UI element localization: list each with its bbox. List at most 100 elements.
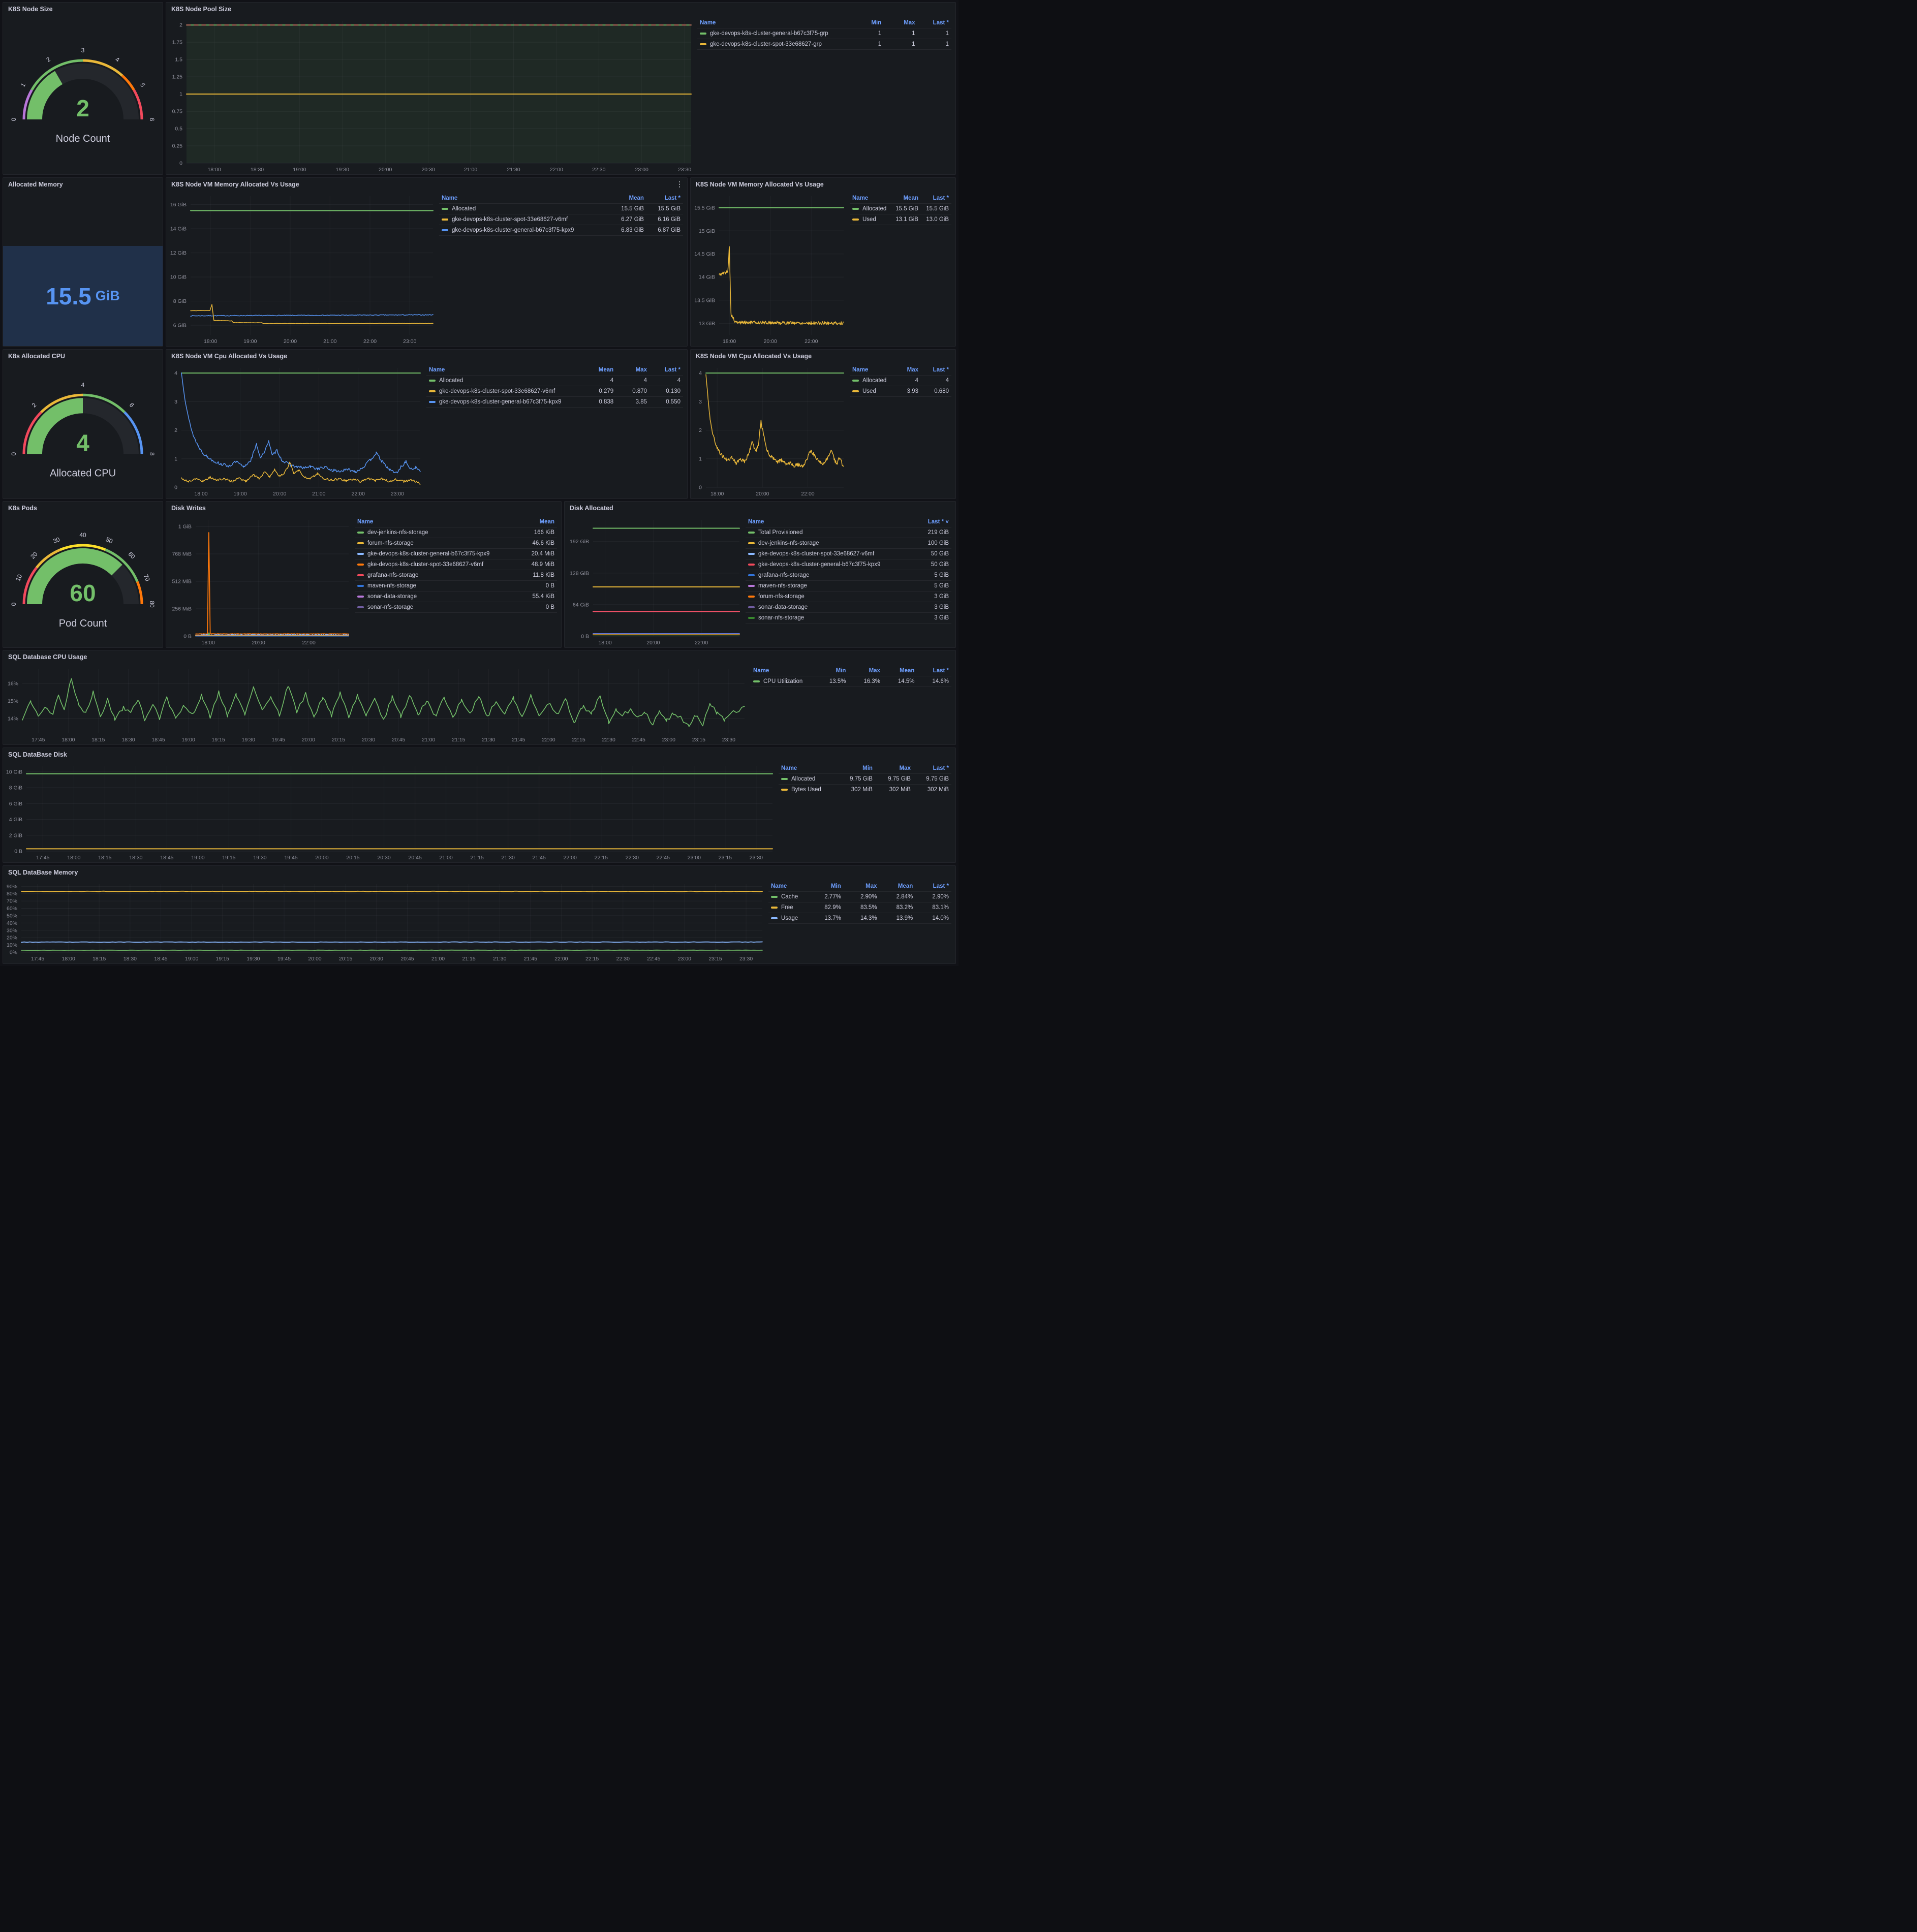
legend-column-last[interactable]: Last *: [917, 18, 951, 28]
memory-time-series-plot[interactable]: 18:00 19:00 20:00 21:00 22:00 23:00 6 GiB 8 GiB…: [166, 192, 438, 346]
legend-column-name[interactable]: Name: [426, 365, 583, 376]
legend-column-mean[interactable]: Mean: [582, 365, 616, 376]
legend-column-name[interactable]: Name: [697, 18, 850, 28]
legend-column-max[interactable]: Max: [875, 763, 913, 774]
legend-column-name[interactable]: Name: [850, 365, 890, 376]
legend-series-name[interactable]: Total Provisioned: [746, 527, 915, 538]
legend-series-name[interactable]: sonar-data-storage: [355, 591, 521, 602]
legend-column-last[interactable]: Last *: [920, 365, 951, 376]
legend-column-min[interactable]: Min: [814, 666, 849, 676]
legend-series-name[interactable]: gke-devops-k8s-cluster-spot-33e68627-grp: [697, 39, 850, 50]
panel-header[interactable]: K8S Node Size: [3, 3, 163, 17]
legend-value: 82.9%: [808, 902, 844, 913]
legend-series-name[interactable]: Used: [850, 386, 890, 397]
legend-series-name[interactable]: Usage: [768, 913, 808, 924]
legend-series-name[interactable]: forum-nfs-storage: [746, 591, 915, 602]
panel-header[interactable]: K8S Node VM Cpu Allocated Vs Usage: [691, 350, 955, 364]
legend-series-name[interactable]: dev-jenkins-nfs-storage: [355, 527, 521, 538]
legend-series-name[interactable]: gke-devops-k8s-cluster-spot-33e68627-v6m…: [746, 548, 915, 559]
legend-column-max[interactable]: Max: [616, 365, 650, 376]
panel-header[interactable]: K8S Node VM Memory Allocated Vs Usage: [691, 178, 955, 192]
legend-series-name[interactable]: Allocated: [439, 203, 610, 214]
legend-column-last[interactable]: Last *: [920, 193, 951, 204]
legend-series-name[interactable]: grafana-nfs-storage: [746, 570, 915, 581]
legend-series-name[interactable]: dev-jenkins-nfs-storage: [746, 538, 915, 549]
panel-header[interactable]: K8S Node Pool Size: [166, 3, 955, 17]
legend-series-name[interactable]: gke-devops-k8s-cluster-spot-33e68627-v6m…: [439, 214, 610, 225]
legend-series-name[interactable]: Bytes Used: [779, 784, 837, 795]
legend-series-name[interactable]: Allocated: [426, 375, 583, 386]
legend-column-name[interactable]: Name: [751, 666, 814, 676]
panel-header[interactable]: Disk Allocated: [565, 502, 955, 516]
legend-column-last[interactable]: Last *: [915, 881, 951, 892]
panel-header[interactable]: SQL DataBase Disk: [3, 748, 955, 762]
panel-header[interactable]: Disk Writes: [166, 502, 561, 516]
cpu-used-time-series-plot[interactable]: 18:00 20:00 22:00 0 1 2 3 4: [691, 364, 849, 498]
legend-series-name[interactable]: forum-nfs-storage: [355, 538, 521, 549]
legend-series-name[interactable]: gke-devops-k8s-cluster-general-b67c3f75-…: [355, 548, 521, 559]
panel-header[interactable]: K8S Node VM Memory Allocated Vs Usage ⋮: [166, 178, 687, 192]
legend-column-min[interactable]: Min: [850, 18, 884, 28]
legend-column-last[interactable]: Last * ˅: [915, 517, 951, 527]
sql-cpu-time-series-plot[interactable]: 17:45 18:00 18:15 18:30 18:45 19:00 19:15 19:30…: [3, 665, 750, 744]
legend-column-max[interactable]: Max: [843, 881, 880, 892]
panel-sql-database-memory: SQL DataBase Memory 17:45 18:00 18:15 18:30…: [3, 865, 956, 964]
sql-memory-time-series-plot[interactable]: 17:45 18:00 18:15 18:30 18:45 19:00 19:15 19:30…: [3, 880, 767, 963]
svg-text:21:30: 21:30: [502, 855, 515, 861]
legend-series-name[interactable]: gke-devops-k8s-cluster-general-b67c3f75-…: [697, 28, 850, 39]
cpu-time-series-plot[interactable]: 18:00 19:00 20:00 21:00 22:00 23:00 0 1 2 3 4: [166, 364, 425, 498]
legend-series-name[interactable]: Allocated: [779, 773, 837, 785]
legend-series-name[interactable]: sonar-nfs-storage: [746, 612, 915, 624]
legend-column-mean[interactable]: Mean: [609, 193, 646, 204]
legend-series-name[interactable]: grafana-nfs-storage: [355, 570, 521, 581]
legend-column-name[interactable]: Name: [850, 193, 890, 204]
legend-series-name[interactable]: CPU Utilization: [751, 676, 814, 687]
legend-series-name[interactable]: sonar-nfs-storage: [355, 602, 521, 613]
legend-series-name[interactable]: sonar-data-storage: [746, 602, 915, 613]
memory-used-time-series-plot[interactable]: 18:00 20:00 22:00 13 GiB 13.5 GiB 14 GiB 14.5 …: [691, 192, 849, 346]
legend-series-name[interactable]: gke-devops-k8s-cluster-spot-33e68627-v6m…: [355, 559, 521, 570]
panel-header[interactable]: Allocated Memory: [3, 178, 163, 192]
legend-column-min[interactable]: Min: [808, 881, 844, 892]
panel-header[interactable]: SQL Database CPU Usage: [3, 650, 955, 665]
legend-series-name[interactable]: Free: [768, 902, 808, 913]
panel-header[interactable]: K8s Allocated CPU: [3, 350, 163, 364]
legend-column-max[interactable]: Max: [884, 18, 918, 28]
node-pool-time-series-plot[interactable]: 18:00 18:30 19:00 19:30 20:00 20:30 21:00 21:30…: [166, 17, 696, 174]
legend-column-name[interactable]: Name: [746, 517, 915, 527]
legend-column-mean[interactable]: Mean: [521, 517, 557, 527]
legend-column-max[interactable]: Max: [890, 365, 921, 376]
legend-column-last[interactable]: Last *: [913, 763, 951, 774]
legend-column-max[interactable]: Max: [848, 666, 883, 676]
legend-series-name[interactable]: gke-devops-k8s-cluster-spot-33e68627-v6m…: [426, 386, 583, 397]
disk-allocated-time-series-plot[interactable]: 18:00 20:00 22:00 0 B 64 GiB 128 GiB 192 GiB: [565, 516, 745, 647]
legend-column-name[interactable]: Name: [779, 763, 837, 774]
kebab-menu-icon[interactable]: ⋮: [676, 180, 683, 188]
panel-header[interactable]: SQL DataBase Memory: [3, 866, 955, 880]
legend-column-mean[interactable]: Mean: [879, 881, 916, 892]
legend-series-name[interactable]: Allocated: [850, 203, 890, 214]
panel-header[interactable]: K8s Pods: [3, 502, 163, 516]
legend-series-name[interactable]: Used: [850, 214, 890, 225]
legend-column-last[interactable]: Last *: [917, 666, 951, 676]
legend-series-name[interactable]: maven-nfs-storage: [746, 580, 915, 591]
series-color-swatch: [700, 43, 706, 45]
legend-column-mean[interactable]: Mean: [882, 666, 917, 676]
legend-column-last[interactable]: Last *: [650, 365, 683, 376]
legend-series-name[interactable]: Allocated: [850, 375, 890, 386]
disk-writes-time-series-plot[interactable]: 18:00 20:00 22:00 0 B 256 MiB 512 MiB 768 MiB 1…: [166, 516, 354, 647]
legend-series-name[interactable]: gke-devops-k8s-cluster-general-b67c3f75-…: [439, 225, 610, 236]
legend-column-mean[interactable]: Mean: [890, 193, 921, 204]
gauge-value: 4: [76, 429, 89, 456]
legend-column-name[interactable]: Name: [439, 193, 610, 204]
legend-column-last[interactable]: Last *: [646, 193, 683, 204]
legend-column-name[interactable]: Name: [768, 881, 808, 892]
sql-disk-time-series-plot[interactable]: 17:45 18:00 18:15 18:30 18:45 19:00 19:15 19:30…: [3, 762, 778, 862]
legend-column-name[interactable]: Name: [355, 517, 521, 527]
panel-header[interactable]: K8S Node VM Cpu Allocated Vs Usage: [166, 350, 687, 364]
legend-series-name[interactable]: gke-devops-k8s-cluster-general-b67c3f75-…: [746, 559, 915, 570]
legend-series-name[interactable]: Cache: [768, 891, 808, 902]
legend-series-name[interactable]: gke-devops-k8s-cluster-general-b67c3f75-…: [426, 396, 583, 408]
legend-series-name[interactable]: maven-nfs-storage: [355, 580, 521, 591]
legend-column-min[interactable]: Min: [837, 763, 875, 774]
